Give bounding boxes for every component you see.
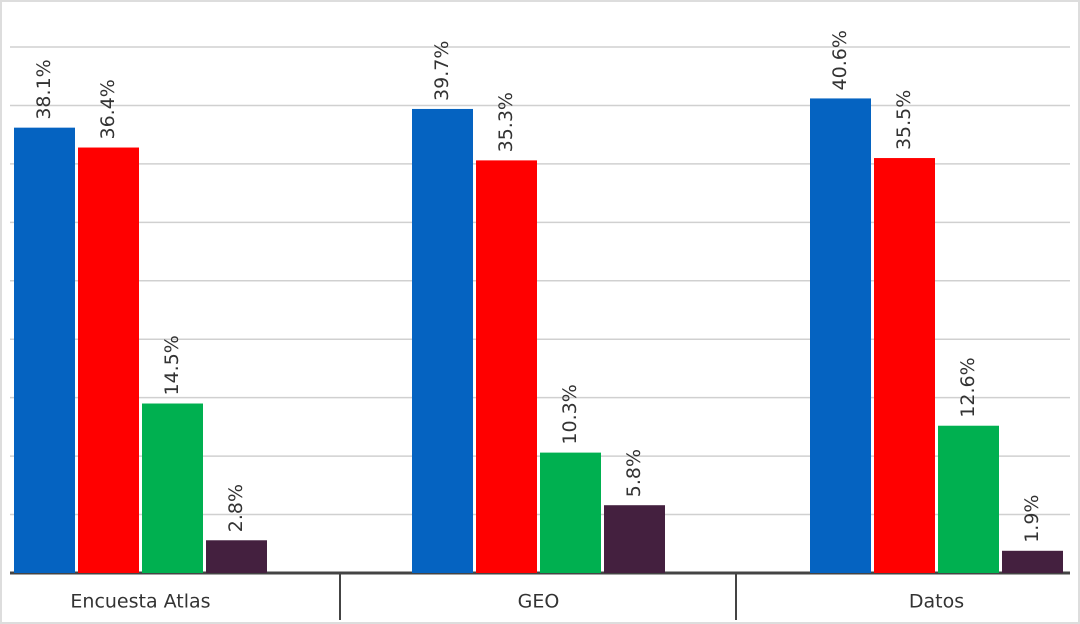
bar (14, 127, 75, 574)
value-label: 10.3% (559, 384, 581, 444)
value-label: 36.4% (97, 79, 119, 139)
bar (938, 425, 999, 573)
bar (874, 158, 935, 574)
bar (142, 403, 203, 573)
bar (412, 108, 473, 573)
value-label: 1.9% (1021, 495, 1043, 543)
bar (604, 505, 665, 573)
value-label: 12.6% (957, 357, 979, 417)
bar (206, 540, 267, 573)
value-label: 14.5% (161, 335, 183, 395)
bar (476, 160, 537, 574)
x-tick-label: Datos (909, 591, 964, 613)
x-tick-label: GEO (518, 591, 560, 613)
value-label: 5.8% (623, 449, 645, 497)
value-label: 35.5% (893, 90, 915, 150)
bar (540, 452, 601, 573)
bar (810, 98, 871, 573)
value-label: 39.7% (431, 41, 453, 101)
value-label: 38.1% (33, 59, 55, 119)
x-tick-label: Encuesta Atlas (70, 591, 210, 613)
value-label: 40.6% (829, 30, 851, 90)
value-label: 35.3% (495, 92, 517, 152)
value-label: 2.8% (225, 484, 247, 532)
bar (1002, 550, 1063, 573)
bar (78, 147, 139, 573)
